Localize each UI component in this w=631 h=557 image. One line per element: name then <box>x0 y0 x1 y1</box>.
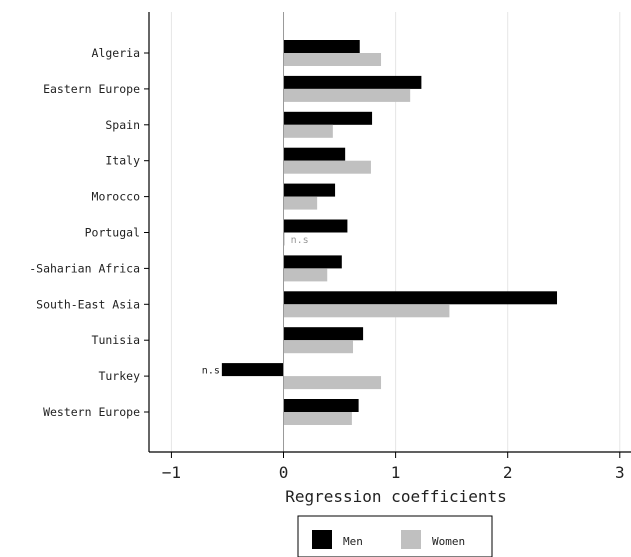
bar-men <box>283 291 558 305</box>
bar-women <box>283 88 411 102</box>
data-label: n.s <box>202 366 220 377</box>
x-tick-label: −1 <box>162 463 181 482</box>
category-label: Tunisia <box>92 333 140 347</box>
legend-swatch-women <box>401 530 421 549</box>
x-axis-title: Regression coefficients <box>285 487 507 506</box>
x-tick-label: 0 <box>279 463 289 482</box>
x-tick-label: 3 <box>615 463 625 482</box>
category-label: -Saharian Africa <box>29 261 140 275</box>
bar-women <box>283 304 450 318</box>
legend-swatch-men <box>312 530 332 549</box>
bar-men <box>283 75 422 89</box>
category-label: Eastern Europe <box>43 82 140 96</box>
category-label-layer: Algeria Eastern Europe Spain Italy Morocco Po… <box>29 46 140 419</box>
bar-men <box>283 147 346 161</box>
category-label: Western Europe <box>43 405 140 419</box>
bar-men <box>283 255 342 269</box>
bars-layer: n.s n.s <box>202 40 558 425</box>
legend-label-women: Women <box>432 535 465 548</box>
bar-men <box>221 363 284 377</box>
category-label: South-East Asia <box>36 297 140 311</box>
category-label: Italy <box>105 154 140 168</box>
tick-layer: −1 0 1 2 3 <box>162 452 625 482</box>
bar-women <box>283 160 371 174</box>
category-label: Morocco <box>92 190 141 204</box>
axes-layer <box>144 12 631 453</box>
bar-women <box>283 196 318 210</box>
bar-women <box>283 340 354 354</box>
x-tick-label: 1 <box>391 463 401 482</box>
bar-women <box>283 232 285 246</box>
category-label: Spain <box>105 118 140 132</box>
category-label: Algeria <box>92 46 140 60</box>
bar-women <box>283 376 382 390</box>
bar-women <box>283 268 328 282</box>
data-label: n.s <box>291 235 309 246</box>
bar-men <box>283 219 348 233</box>
x-tick-label: 2 <box>503 463 513 482</box>
bar-women <box>283 412 352 425</box>
category-label: Turkey <box>98 369 140 383</box>
legend: Men Women <box>297 515 493 557</box>
category-label: Portugal <box>85 226 140 240</box>
bar-men <box>283 327 364 341</box>
bar-men <box>283 183 336 197</box>
bar-men <box>283 40 360 53</box>
bar-men <box>283 399 359 412</box>
bar-men <box>283 111 373 125</box>
bar-women <box>283 124 333 138</box>
legend-label-men: Men <box>343 535 363 548</box>
bar-women <box>283 53 382 66</box>
